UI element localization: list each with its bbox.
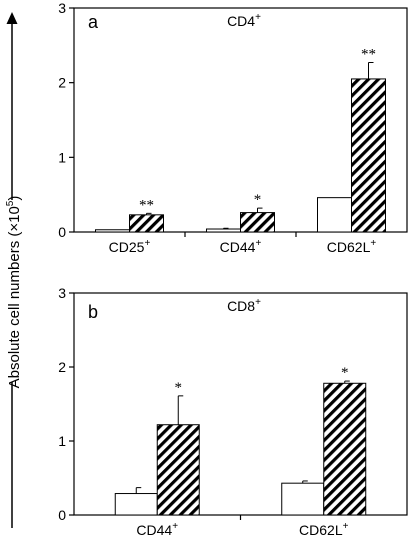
y-tick-label: 2: [58, 359, 66, 375]
panel-title: CD4+: [227, 12, 261, 29]
y-tick-label: 3: [58, 0, 66, 16]
bar-open: [114, 493, 158, 516]
panel-letter: b: [88, 302, 98, 322]
x-tick-label: CD62L+: [327, 238, 377, 255]
x-tick-label: CD44+: [136, 521, 178, 536]
bar-hatched: [129, 214, 164, 233]
y-axis-label: Absolute cell numbers (×105): [5, 12, 23, 528]
chart-panel-b: 0 1 2 3 b CD8+ * CD44+ * CD62L+: [58, 285, 408, 536]
bar-hatched: [240, 212, 275, 233]
y-tick-label: 1: [58, 433, 66, 449]
x-tick-label: CD62L+: [299, 521, 349, 536]
panel-letter: a: [88, 12, 99, 32]
x-tick-label: CD44+: [220, 238, 262, 255]
bar-hatched: [156, 424, 200, 516]
bar-open: [281, 482, 325, 516]
chart-panel-a: 0 1 2 3 a CD4+ ** CD25+ * CD44+ ** CD62L+: [58, 0, 408, 255]
significance-marker: *: [254, 192, 262, 208]
significance-marker: *: [341, 365, 349, 381]
bar-open: [317, 197, 352, 233]
y-axis-title: Absolute cell numbers (×105): [5, 196, 23, 389]
y-arrow-head: [6, 12, 18, 24]
y-tick-label: 0: [58, 224, 66, 240]
bar-open: [95, 229, 130, 233]
bar-hatched: [323, 382, 367, 516]
significance-marker: **: [139, 197, 154, 213]
significance-marker: **: [361, 47, 376, 63]
bar-hatched: [351, 78, 386, 233]
y-tick-label: 1: [58, 149, 66, 165]
bar-open: [206, 228, 241, 233]
significance-marker: *: [175, 380, 183, 396]
y-tick-label: 3: [58, 285, 66, 301]
y-tick-label: 2: [58, 75, 66, 91]
x-tick-label: CD25+: [109, 238, 151, 255]
panel-title: CD8+: [227, 297, 261, 314]
y-tick-label: 0: [58, 507, 66, 523]
